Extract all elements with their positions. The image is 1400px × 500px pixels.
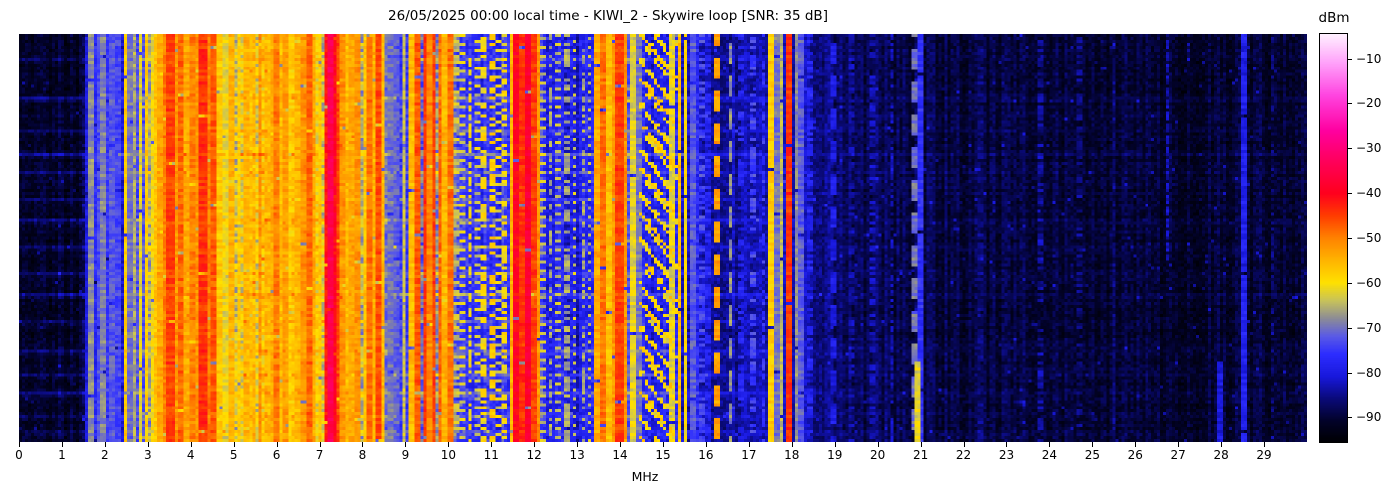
x-tick — [319, 442, 321, 447]
x-tick — [577, 442, 579, 447]
x-tick — [1092, 442, 1094, 447]
x-tick — [705, 442, 707, 447]
x-tick — [233, 442, 235, 447]
x-tick-label: 26 — [1127, 448, 1143, 462]
x-tick-label: 2 — [101, 448, 109, 462]
x-tick-label: 22 — [955, 448, 972, 462]
x-tick-label: 10 — [440, 448, 456, 462]
x-tick — [1135, 442, 1137, 447]
x-tick — [1178, 442, 1180, 447]
colorbar-tick-label: −30 — [1356, 141, 1382, 156]
x-tick — [190, 442, 192, 447]
colorbar-tick — [1348, 58, 1352, 60]
spectrogram-heatmap — [19, 34, 1307, 442]
x-tick-label: 13 — [569, 448, 585, 462]
x-tick-label: 11 — [483, 448, 499, 462]
x-tick-label: 23 — [998, 448, 1015, 462]
colorbar-tick — [1348, 327, 1352, 329]
x-tick — [491, 442, 493, 447]
x-tick-label: 19 — [827, 448, 843, 462]
x-tick-label: 1 — [58, 448, 66, 462]
x-tick-label: 25 — [1084, 448, 1100, 462]
x-tick — [448, 442, 450, 447]
x-tick — [362, 442, 364, 447]
colorbar-tick — [1348, 148, 1352, 150]
x-tick — [877, 442, 879, 447]
x-tick-label: 6 — [272, 448, 281, 462]
x-tick-label: 0 — [15, 448, 23, 462]
colorbar-tick-label: −60 — [1356, 275, 1382, 290]
x-tick-label: 9 — [401, 448, 410, 462]
x-tick — [405, 442, 407, 447]
x-tick — [104, 442, 106, 447]
colorbar-tick-label: −70 — [1356, 320, 1382, 335]
colorbar-tick — [1348, 372, 1352, 374]
x-tick — [791, 442, 793, 447]
x-tick-label: 20 — [870, 448, 886, 462]
x-tick-label: 18 — [784, 448, 800, 462]
x-tick — [61, 442, 63, 447]
x-tick-label: 8 — [358, 448, 367, 462]
x-tick-label: 24 — [1041, 448, 1058, 462]
x-tick-label: 15 — [655, 448, 671, 462]
x-tick-label: 14 — [612, 448, 628, 462]
x-tick — [276, 442, 278, 447]
chart-title: 26/05/2025 00:00 local time - KIWI_2 - S… — [388, 8, 828, 24]
x-tick — [920, 442, 922, 447]
colorbar-tick — [1348, 282, 1352, 284]
x-tick-label: 3 — [143, 448, 152, 462]
x-tick-label: 29 — [1256, 448, 1272, 462]
x-tick — [963, 442, 965, 447]
x-tick — [19, 442, 20, 447]
x-tick — [620, 442, 622, 447]
x-tick-label: 28 — [1213, 448, 1229, 462]
x-tick — [1049, 442, 1051, 447]
x-tick — [663, 442, 664, 447]
x-tick — [834, 442, 836, 447]
x-tick-label: 21 — [912, 448, 929, 462]
x-tick-label: 4 — [186, 448, 195, 462]
x-tick-label: 12 — [526, 448, 542, 462]
colorbar — [1319, 33, 1348, 443]
colorbar-tick — [1348, 417, 1352, 419]
x-axis-label: MHz — [631, 469, 659, 484]
x-tick-label: 5 — [229, 448, 238, 462]
colorbar-tick — [1348, 103, 1352, 105]
x-tick-label: 16 — [698, 448, 714, 462]
x-tick — [1221, 442, 1223, 447]
colorbar-tick-label: −10 — [1356, 51, 1382, 66]
colorbar-tick-label: −20 — [1356, 96, 1382, 111]
colorbar-tick-label: −50 — [1356, 231, 1382, 245]
x-tick — [1264, 442, 1266, 447]
x-tick — [748, 442, 750, 447]
x-tick — [1006, 442, 1008, 447]
x-tick-label: 27 — [1170, 448, 1186, 462]
colorbar-tick — [1348, 193, 1352, 195]
x-tick-label: 17 — [741, 448, 757, 462]
x-tick — [534, 442, 536, 447]
colorbar-label: dBm — [1318, 10, 1350, 26]
colorbar-tick-label: −80 — [1356, 365, 1382, 380]
x-tick — [147, 442, 149, 447]
colorbar-tick — [1348, 238, 1352, 239]
x-tick-label: 7 — [315, 448, 324, 462]
colorbar-tick-label: −40 — [1356, 186, 1382, 201]
colorbar-tick-label: −90 — [1356, 410, 1382, 425]
